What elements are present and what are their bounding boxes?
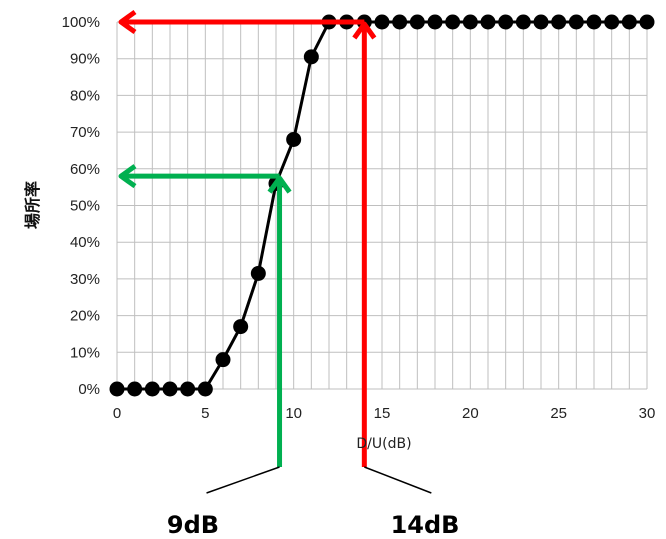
data-point xyxy=(639,14,655,30)
annotation-leader xyxy=(364,466,432,494)
data-point xyxy=(180,381,196,397)
y-tick-label: 50% xyxy=(70,198,100,215)
y-tick-label: 90% xyxy=(70,51,100,68)
y-tick-label: 30% xyxy=(70,271,100,288)
x-tick-label: 25 xyxy=(550,405,567,422)
x-tick-label: 30 xyxy=(639,405,656,422)
x-tick-label: 15 xyxy=(374,405,391,422)
x-tick-label: 10 xyxy=(285,405,302,422)
x-tick-label: 0 xyxy=(113,405,121,422)
y-tick-label: 80% xyxy=(70,87,100,104)
grid xyxy=(116,21,648,390)
data-point xyxy=(409,14,425,30)
data-point xyxy=(374,14,390,30)
data-point xyxy=(498,14,514,30)
data-point xyxy=(621,14,637,30)
data-point xyxy=(162,381,178,397)
data-point xyxy=(286,131,302,147)
y-tick-label: 60% xyxy=(70,161,100,178)
x-axis: 0 5 10 15 20 25 30 xyxy=(113,405,656,422)
annotation-leader xyxy=(206,466,280,494)
y-tick-label: 100% xyxy=(62,14,100,31)
data-point xyxy=(427,14,443,30)
y-axis-label: 場所率 xyxy=(23,181,42,229)
data-point xyxy=(197,381,213,397)
annotation-arrowhead xyxy=(118,9,137,35)
data-point xyxy=(568,14,584,30)
data-point xyxy=(586,14,602,30)
y-tick-label: 0% xyxy=(78,381,100,398)
data-point xyxy=(144,381,160,397)
data-series xyxy=(109,14,655,397)
data-point xyxy=(533,14,549,30)
annotation-label: 9dB xyxy=(167,511,219,539)
x-tick-label: 20 xyxy=(462,405,479,422)
data-point xyxy=(515,14,531,30)
y-axis: 0% 10% 20% 30% 40% 50% 60% 70% 80% 90% 100% xyxy=(62,14,100,398)
data-point xyxy=(303,49,319,65)
x-tick-label: 5 xyxy=(201,405,209,422)
data-point xyxy=(551,14,567,30)
data-point xyxy=(604,14,620,30)
data-point xyxy=(215,352,231,368)
data-point xyxy=(445,14,461,30)
y-tick-label: 20% xyxy=(70,308,100,325)
data-point xyxy=(233,319,249,335)
data-point xyxy=(462,14,478,30)
y-tick-label: 70% xyxy=(70,124,100,141)
data-point xyxy=(480,14,496,30)
data-point xyxy=(109,381,125,397)
annotation-arrowhead xyxy=(118,164,137,189)
data-point xyxy=(392,14,408,30)
annotations: 9dB 14dB xyxy=(118,9,460,539)
annotation-label: 14dB xyxy=(391,511,460,539)
x-axis-label: D/U(dB) xyxy=(356,436,411,452)
data-point xyxy=(127,381,143,397)
y-tick-label: 10% xyxy=(70,344,100,361)
y-tick-label: 40% xyxy=(70,234,100,251)
data-point xyxy=(250,265,266,281)
